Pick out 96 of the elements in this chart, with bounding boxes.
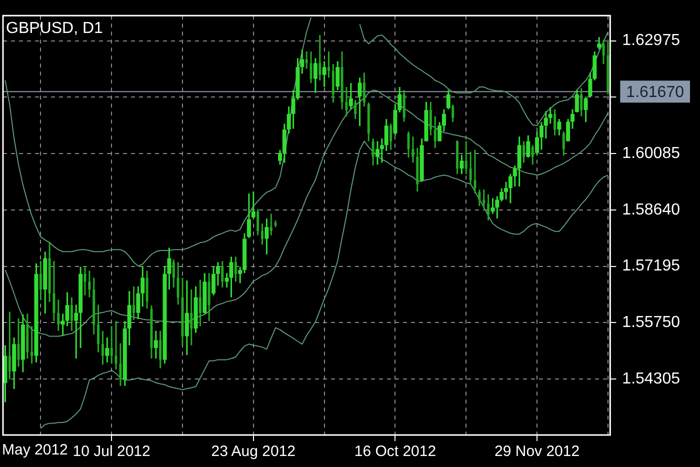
candlestick (119, 342, 122, 387)
candlestick (375, 140, 380, 166)
candlestick (390, 122, 392, 151)
candlestick (234, 256, 237, 282)
candlestick (198, 278, 202, 327)
candlestick (531, 144, 534, 166)
candlestick (407, 130, 410, 158)
candlestick (434, 116, 436, 149)
candlestick (101, 330, 104, 366)
candlestick (52, 260, 56, 322)
candlestick (348, 82, 353, 110)
candlestick (487, 194, 490, 222)
ref-line-label: 1.61670 (626, 84, 684, 102)
candlestick (592, 50, 597, 82)
candlestick (460, 154, 464, 175)
x-tick-label: 10 Jul 2012 (72, 443, 150, 460)
candlestick (110, 325, 113, 364)
candlestick (88, 270, 91, 298)
candlestick (548, 106, 552, 124)
candlestick (172, 258, 175, 288)
candlestick (384, 118, 388, 152)
candlestick (322, 60, 326, 88)
candlestick (264, 218, 269, 256)
candlestick (221, 260, 224, 288)
candlestick (17, 318, 20, 368)
y-tick-label: 1.62975 (622, 32, 680, 50)
candlestick (554, 108, 556, 136)
candlestick (30, 325, 34, 364)
candlestick (190, 288, 193, 346)
candlestick (208, 272, 210, 322)
candlestick (464, 140, 468, 175)
candlestick (57, 298, 60, 332)
candlestick (495, 195, 500, 220)
candlestick (517, 136, 522, 188)
candlestick (176, 261, 180, 306)
y-tick-label: 1.58640 (622, 201, 680, 218)
candlestick (474, 149, 476, 194)
candlestick (574, 89, 579, 114)
candlestick (580, 87, 583, 118)
candlestick (97, 304, 100, 354)
candlestick (446, 89, 450, 110)
candlestick (256, 208, 260, 236)
candlestick (602, 39, 605, 65)
candlestick (429, 101, 432, 136)
chart-title: GBPUSD, D1 (6, 20, 104, 38)
x-tick-label: 16 Oct 2012 (354, 443, 436, 460)
candlestick (557, 118, 562, 136)
candlestick (154, 330, 158, 360)
candlestick (261, 222, 264, 246)
candlestick (114, 320, 118, 370)
candlestick (146, 270, 148, 310)
candlestick (354, 99, 357, 120)
y-tick-label: 1.55750 (622, 314, 680, 332)
candlestick (584, 96, 588, 123)
candlestick (332, 63, 334, 104)
candlestick (8, 310, 11, 380)
candlestick (526, 134, 530, 158)
candlestick (562, 130, 565, 156)
candlestick (70, 296, 73, 332)
y-tick-label: 1.57195 (622, 258, 680, 275)
candlestick (105, 336, 110, 364)
candlestick (469, 151, 472, 186)
candlestick (522, 140, 525, 164)
y-tick-label: 1.54305 (622, 370, 680, 388)
candlestick (402, 89, 406, 122)
candlestick (327, 50, 330, 78)
candlestick (65, 291, 70, 327)
candlestick (544, 110, 548, 140)
candlestick (229, 256, 234, 298)
candlestick (305, 50, 308, 70)
candlestick (478, 188, 481, 207)
candlestick (362, 72, 366, 108)
candlestick (184, 280, 189, 356)
candlestick (251, 190, 256, 220)
candlestick (372, 138, 374, 166)
candlestick (482, 188, 486, 210)
candlestick (270, 213, 272, 236)
y-tick-label: 1.60085 (622, 144, 680, 162)
candlestick (39, 260, 42, 301)
candlestick (159, 330, 162, 370)
text: May 2012 (2, 442, 68, 459)
candlestick (597, 36, 602, 50)
x-tick-label: 29 Nov 2012 (494, 443, 580, 460)
candlestick (212, 266, 216, 296)
candlestick (452, 104, 454, 123)
candlestick (412, 136, 414, 164)
candlestick (318, 34, 322, 82)
candlestick (310, 50, 312, 84)
candlestick (345, 86, 348, 118)
x-tick-label: 23 Aug 2012 (211, 443, 296, 460)
candlestick (132, 286, 135, 321)
candlestick (490, 197, 495, 215)
candlestick (336, 60, 340, 91)
candlestick (358, 76, 362, 127)
candlestick (84, 265, 86, 296)
candlestick (313, 57, 318, 94)
